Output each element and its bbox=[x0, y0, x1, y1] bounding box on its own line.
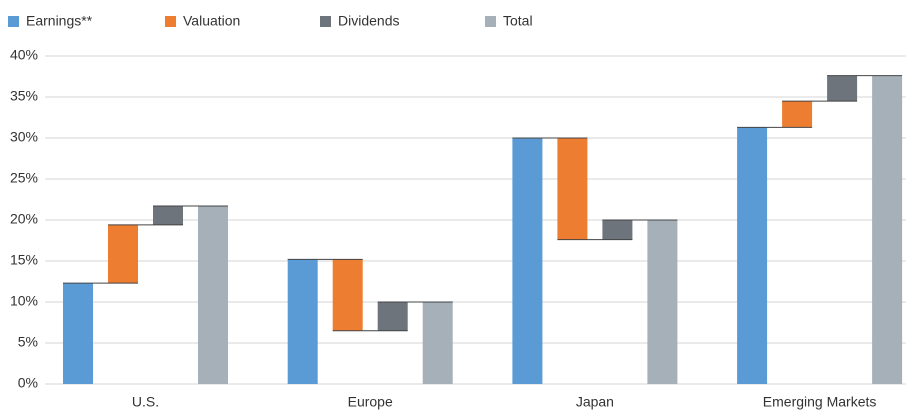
bar bbox=[422, 302, 453, 384]
bar bbox=[108, 224, 138, 284]
y-tick-label: 20% bbox=[10, 211, 38, 227]
bar bbox=[63, 283, 93, 384]
legend-swatch bbox=[165, 16, 176, 27]
legend-label: Dividends bbox=[338, 13, 399, 29]
legend-label: Valuation bbox=[183, 13, 240, 29]
bar bbox=[782, 101, 813, 128]
legend-label: Earnings** bbox=[26, 13, 93, 29]
y-tick-label: 30% bbox=[10, 129, 38, 145]
bar bbox=[647, 220, 678, 384]
legend-label: Total bbox=[503, 13, 533, 29]
bar bbox=[512, 138, 543, 384]
y-tick-label: 10% bbox=[10, 293, 38, 309]
bar bbox=[153, 206, 183, 225]
bar bbox=[377, 302, 408, 331]
x-tick-label: Europe bbox=[348, 394, 393, 410]
bar bbox=[602, 220, 633, 240]
y-tick-label: 35% bbox=[10, 88, 38, 104]
bar bbox=[198, 206, 228, 384]
bar bbox=[872, 75, 903, 385]
y-tick-label: 0% bbox=[18, 375, 38, 391]
bar bbox=[737, 127, 768, 384]
x-tick-label: U.S. bbox=[132, 394, 159, 410]
bar bbox=[557, 138, 588, 240]
legend-swatch bbox=[485, 16, 496, 27]
legend-swatch bbox=[8, 16, 19, 27]
bar bbox=[287, 259, 318, 384]
x-tick-label: Japan bbox=[576, 394, 614, 410]
y-tick-label: 40% bbox=[10, 47, 38, 63]
bar bbox=[332, 259, 363, 331]
y-tick-label: 25% bbox=[10, 170, 38, 186]
y-tick-label: 5% bbox=[18, 334, 38, 350]
x-tick-label: Emerging Markets bbox=[763, 394, 877, 410]
legend-swatch bbox=[320, 16, 331, 27]
bar bbox=[827, 75, 858, 102]
y-tick-label: 15% bbox=[10, 252, 38, 268]
